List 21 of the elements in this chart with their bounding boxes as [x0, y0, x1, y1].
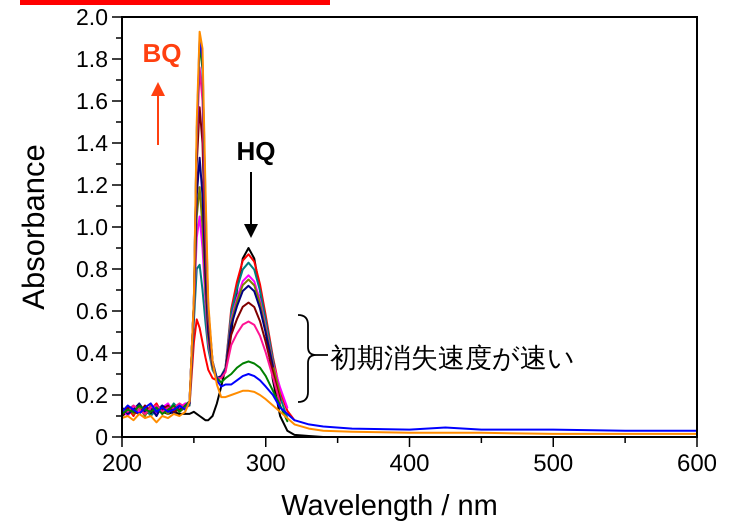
y-tick-label: 0.4	[76, 340, 108, 366]
annotation: 初期消失速度が速い	[330, 343, 575, 373]
y-tick-label: 1.8	[76, 46, 108, 72]
y-tick-label: 1.6	[76, 88, 108, 114]
annotation: HQ	[236, 136, 276, 166]
y-tick-label: 2.0	[76, 4, 108, 30]
x-tick-label: 500	[533, 450, 574, 477]
y-tick-label: 1.0	[76, 214, 108, 240]
annotation: BQ	[142, 38, 182, 68]
y-tick-label: 0.6	[76, 298, 108, 324]
y-tick-label: 0	[95, 424, 108, 450]
x-tick-label: 400	[389, 450, 430, 477]
x-tick-label: 200	[102, 450, 142, 477]
x-axis-title: Wavelength / nm	[281, 490, 498, 522]
y-tick-label: 1.2	[76, 172, 108, 198]
y-tick-label: 0.8	[76, 256, 108, 282]
y-axis-title: Absorbance	[16, 144, 51, 310]
y-tick-label: 1.4	[76, 130, 108, 156]
y-tick-label: 0.2	[76, 382, 108, 408]
x-tick-label: 600	[676, 450, 718, 477]
x-tick-label: 300	[246, 450, 286, 477]
